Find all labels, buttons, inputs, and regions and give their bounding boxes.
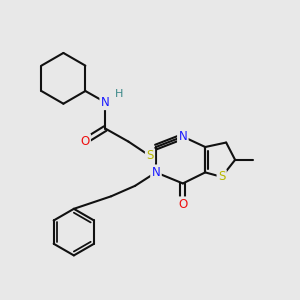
Text: N: N	[101, 96, 110, 109]
Text: S: S	[146, 149, 154, 163]
Text: N: N	[178, 130, 187, 143]
Text: O: O	[178, 198, 188, 211]
Text: N: N	[152, 166, 160, 179]
Text: S: S	[218, 170, 225, 183]
Text: O: O	[80, 134, 89, 148]
Text: H: H	[115, 89, 123, 99]
